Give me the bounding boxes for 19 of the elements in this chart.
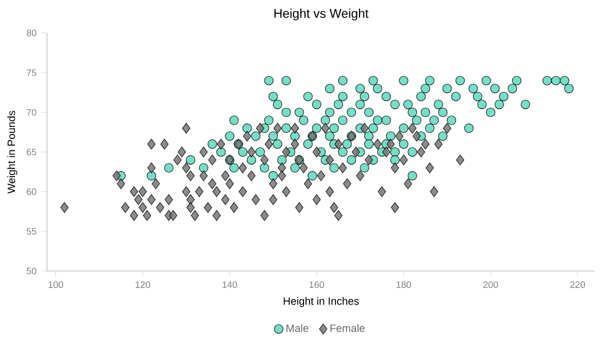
x-tick-label: 180 <box>396 281 412 288</box>
x-tick-label: 100 <box>48 281 64 288</box>
x-tick-label: 200 <box>483 281 498 288</box>
y-axis-title: Weight in Pounds <box>7 110 18 194</box>
x-tick-label: 140 <box>222 281 238 288</box>
y-tick-label: 80 <box>26 30 36 36</box>
x-axis-title: Height in Inches <box>284 297 359 307</box>
y-tick-label: 65 <box>26 148 36 156</box>
y-tick-label: 60 <box>26 188 36 195</box>
y-tick-label: 75 <box>26 69 36 76</box>
x-tick-label: 220 <box>570 281 586 288</box>
y-tick-label: 70 <box>26 109 36 116</box>
chart-title: Height vs Weight <box>274 8 369 20</box>
x-tick-label: 160 <box>310 281 324 288</box>
legend-label: Female <box>330 324 365 332</box>
legend-label: Male <box>286 324 308 332</box>
y-tick-label: 50 <box>26 268 36 274</box>
x-tick-label: 120 <box>136 281 150 288</box>
y-tick-label: 55 <box>26 228 36 235</box>
